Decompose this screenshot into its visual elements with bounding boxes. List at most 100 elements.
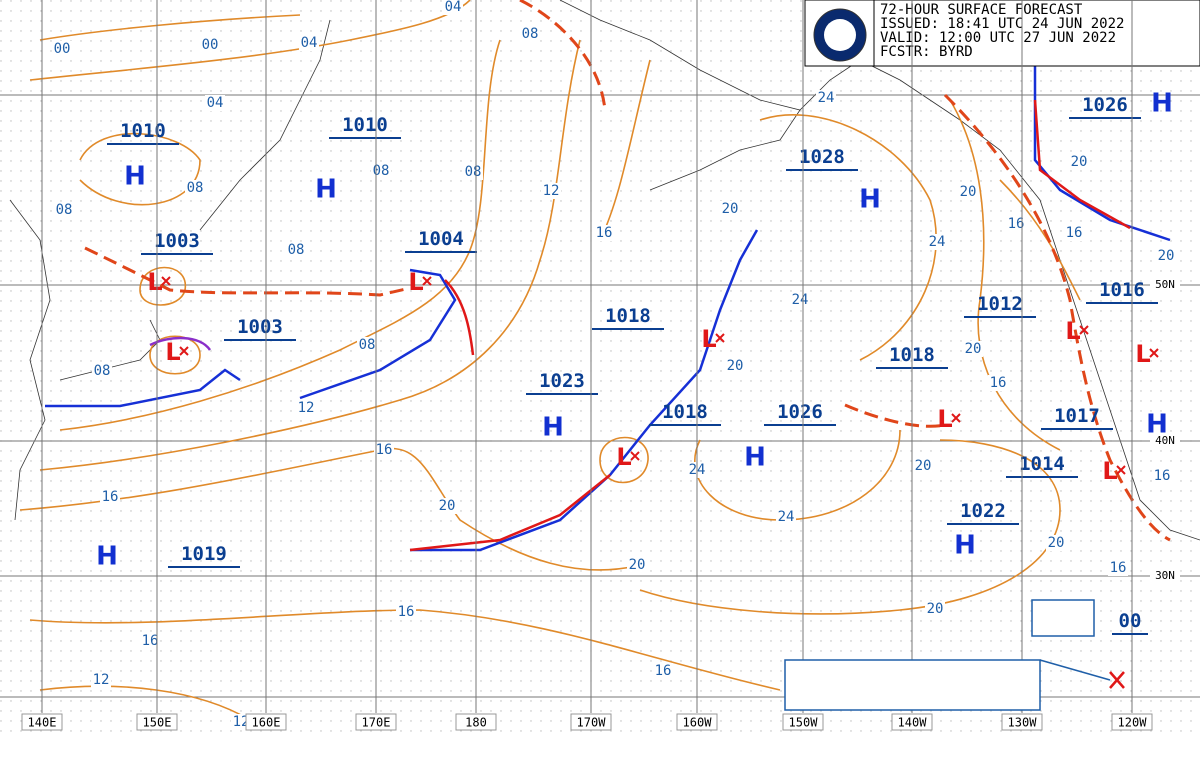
high-center: H xyxy=(315,175,337,205)
latitude-label: 40N xyxy=(1155,434,1175,447)
storm-pressure: 00 xyxy=(1119,610,1142,632)
isobar-label: 08 xyxy=(465,164,482,180)
longitude-label: 140E xyxy=(28,716,57,730)
isobar-label-bg xyxy=(92,363,112,379)
isobar-label: 00 xyxy=(202,37,219,53)
header-line: 72-HOUR SURFACE FORECAST xyxy=(880,2,1083,18)
isobar-label: 20 xyxy=(927,601,944,617)
longitude-label: 180 xyxy=(465,716,487,730)
isobar-label-bg xyxy=(185,180,205,196)
longitude-label-bg xyxy=(455,713,497,731)
latitude-label: 50N xyxy=(1155,278,1175,291)
isobar-label-bg xyxy=(790,292,810,308)
isobar-label: 12 xyxy=(543,183,560,199)
isobar-label-bg xyxy=(299,35,319,51)
longitude-label: 170W xyxy=(577,716,607,730)
isobar-label-bg xyxy=(374,442,394,458)
isobar-label: 24 xyxy=(818,90,835,106)
isobar-label-bg xyxy=(357,337,377,353)
isobar-label: 00 xyxy=(54,41,71,57)
pressure-label: 1018 xyxy=(605,305,651,327)
isobar-label-bg xyxy=(1152,468,1172,484)
isobar-label-bg xyxy=(925,601,945,617)
longitude-label: 150W xyxy=(789,716,819,730)
isobar-label-bg xyxy=(200,37,220,53)
isobar-label: 16 xyxy=(102,489,119,505)
fronts xyxy=(45,0,1171,552)
isobar-label-bg xyxy=(963,341,983,357)
high-center: H xyxy=(124,162,146,192)
isobar-label-bg xyxy=(140,633,160,649)
isobar-label: 08 xyxy=(288,242,305,258)
isobar-label-bg xyxy=(396,604,416,620)
isobar-label-bg xyxy=(627,557,647,573)
longitude-label: 160W xyxy=(683,716,713,730)
high-center: H xyxy=(96,542,118,572)
isobar-label: 08 xyxy=(373,163,390,179)
longitude-label-bg xyxy=(1111,713,1153,731)
latitude-label-bg xyxy=(1150,433,1180,448)
header-line: VALID: 12:00 UTC 27 JUN 2022 xyxy=(880,30,1116,46)
pressure-label: 1017 xyxy=(1054,405,1100,427)
header-box xyxy=(804,0,1200,67)
longitude-label-bg xyxy=(21,713,63,731)
noaa-logo-inner xyxy=(824,19,856,51)
longitude-label-bg xyxy=(355,713,397,731)
pressure-label: 1019 xyxy=(181,543,227,565)
isobar-label-bg xyxy=(463,164,483,180)
footer-band xyxy=(0,735,1200,764)
isobar-label-bg xyxy=(1006,216,1026,232)
storm-x xyxy=(1109,671,1125,689)
isobar-label-bg xyxy=(520,26,540,42)
isobar-label: 12 xyxy=(233,714,250,730)
longitude-label-bg xyxy=(245,713,287,731)
gale-box xyxy=(1031,599,1095,637)
isobar-label-bg xyxy=(1046,535,1066,551)
low-center: L xyxy=(408,268,423,296)
isobar-label: 12 xyxy=(298,400,315,416)
isobar-label: 20 xyxy=(1048,535,1065,551)
isobar-label-bg xyxy=(286,242,306,258)
isobar-label: 12 xyxy=(93,672,110,688)
high-center: H xyxy=(1146,410,1168,440)
isobar-label: 20 xyxy=(915,458,932,474)
isobar-label-bg xyxy=(437,498,457,514)
isobar-label: 08 xyxy=(94,363,111,379)
low-x xyxy=(1149,348,1159,358)
isobar-label: 16 xyxy=(1008,216,1025,232)
isobars xyxy=(19,0,1081,721)
isobar-label: 20 xyxy=(960,184,977,200)
dot-grid xyxy=(0,0,1200,735)
low-x xyxy=(179,346,189,356)
low-x xyxy=(161,276,171,286)
pressure-label: 1003 xyxy=(237,316,283,338)
isobar-label: 20 xyxy=(1071,154,1088,170)
isobar-label-bg xyxy=(725,358,745,374)
isobar-label: 24 xyxy=(778,509,795,525)
longitude-label-bg xyxy=(676,713,718,731)
isobar-label-bg xyxy=(52,41,72,57)
isobar-label-bg xyxy=(653,663,673,679)
isobar-label-bg xyxy=(541,183,561,199)
isobar-label-bg xyxy=(91,672,111,688)
longitude-label: 170E xyxy=(362,716,391,730)
isobar-label: 16 xyxy=(1110,560,1127,576)
isobar-label: 16 xyxy=(1154,468,1171,484)
isobar-label: 20 xyxy=(722,201,739,217)
longitude-label-bg xyxy=(1001,713,1043,731)
isobar-label: 08 xyxy=(522,26,539,42)
isobar-label-bg xyxy=(594,225,614,241)
longitude-label-bg xyxy=(891,713,933,731)
isobar-label: 16 xyxy=(142,633,159,649)
low-center: L xyxy=(147,268,162,296)
longitude-label: 160E xyxy=(252,716,281,730)
pressure-label: 1012 xyxy=(977,293,1023,315)
isobar-label: 08 xyxy=(359,337,376,353)
low-center: L xyxy=(1135,340,1150,368)
low-center: L xyxy=(937,405,952,433)
isobar-label: 20 xyxy=(1158,248,1175,264)
isobar-label: 04 xyxy=(207,95,224,111)
high-center: H xyxy=(1151,89,1173,119)
longitude-label: 140W xyxy=(898,716,928,730)
